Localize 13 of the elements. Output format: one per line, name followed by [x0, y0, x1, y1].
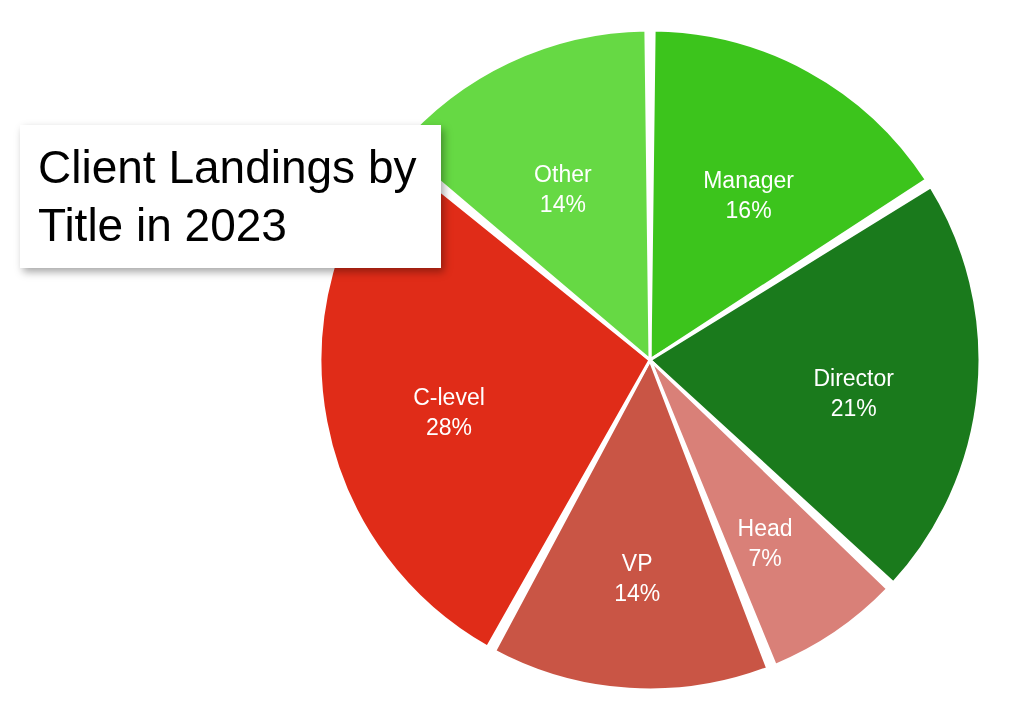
data-label: 14% [614, 580, 661, 607]
data-label: 28% [426, 414, 473, 441]
slice-label: Director [813, 365, 895, 392]
slice-label: Head [737, 515, 793, 542]
data-label: 21% [830, 395, 877, 422]
data-label: 14% [539, 190, 586, 217]
slice-label: C-level [413, 384, 485, 411]
text: Client Landings by Title in 2023 [20, 125, 441, 268]
slice-label: Other [534, 160, 592, 187]
data-label: 7% [748, 545, 782, 572]
data-label: 16% [725, 196, 772, 223]
slice-label: VP [621, 550, 653, 577]
slice-label: Manager [703, 166, 795, 193]
